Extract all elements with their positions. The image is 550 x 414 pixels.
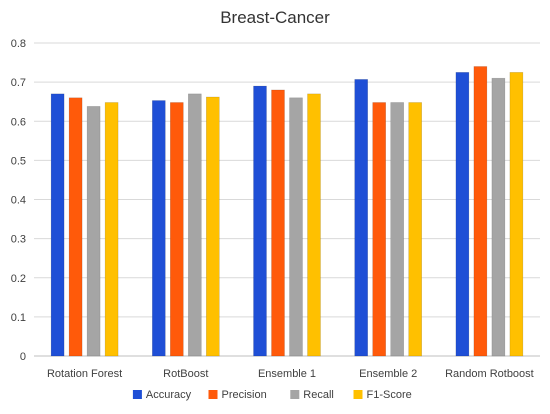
bar-accuracy bbox=[354, 79, 369, 357]
bar-accuracy bbox=[152, 100, 166, 357]
y-tick-label: 0.1 bbox=[11, 312, 26, 324]
y-tick-label: 0 bbox=[20, 351, 26, 363]
legend-swatch bbox=[290, 390, 300, 399]
chart-title: Breast-Cancer bbox=[220, 8, 330, 27]
x-category-label: Ensemble 1 bbox=[258, 368, 316, 380]
gridlines bbox=[34, 42, 540, 357]
legend-swatch bbox=[132, 390, 142, 399]
x-category-label: Random Rotboost bbox=[445, 368, 534, 380]
y-tick-label: 0.5 bbox=[11, 155, 26, 167]
y-tick-label: 0.3 bbox=[11, 234, 26, 246]
bar-precision bbox=[372, 102, 387, 357]
bar-f1-score bbox=[206, 96, 220, 357]
y-axis-ticks: 0 0.1 0.2 0.3 0.4 0.5 0.6 0.7 0.8 bbox=[11, 38, 26, 363]
y-tick-label: 0.8 bbox=[11, 38, 26, 50]
y-tick-label: 0.6 bbox=[11, 116, 26, 128]
x-category-label: Rotation Forest bbox=[47, 368, 122, 380]
bar-recall bbox=[86, 106, 101, 357]
y-tick-label: 0.2 bbox=[11, 273, 26, 285]
legend-label: Precision bbox=[222, 389, 267, 401]
bar-accuracy bbox=[455, 72, 470, 357]
bar-precision bbox=[68, 97, 83, 357]
bar-recall bbox=[390, 102, 405, 357]
bar-f1-score bbox=[408, 102, 423, 357]
bar-precision bbox=[271, 89, 285, 357]
bar-f1-score bbox=[509, 72, 524, 357]
legend-label: Recall bbox=[303, 389, 334, 401]
legend-swatch bbox=[353, 390, 363, 399]
bar-f1-score bbox=[307, 93, 321, 357]
bars bbox=[50, 66, 524, 357]
bar-accuracy bbox=[253, 85, 267, 357]
y-tick-label: 0.4 bbox=[11, 195, 26, 207]
legend-swatch bbox=[208, 390, 218, 399]
legend-label: F1-Score bbox=[367, 389, 412, 401]
x-category-label: Ensemble 2 bbox=[359, 368, 417, 380]
x-category-label: RotBoost bbox=[163, 368, 208, 380]
bar-recall bbox=[491, 77, 506, 357]
y-tick-label: 0.7 bbox=[11, 77, 26, 89]
bar-f1-score bbox=[104, 102, 119, 357]
bar-precision bbox=[473, 66, 488, 357]
bar-recall bbox=[289, 97, 303, 357]
bar-accuracy bbox=[50, 93, 65, 357]
x-axis-categories: Rotation Forest RotBoost Ensemble 1 Ensembl… bbox=[47, 368, 534, 380]
legend: Accuracy Precision Recall F1-Score bbox=[132, 389, 412, 401]
bar-precision bbox=[170, 102, 184, 357]
bar-recall bbox=[188, 93, 202, 357]
legend-label: Accuracy bbox=[146, 389, 192, 401]
